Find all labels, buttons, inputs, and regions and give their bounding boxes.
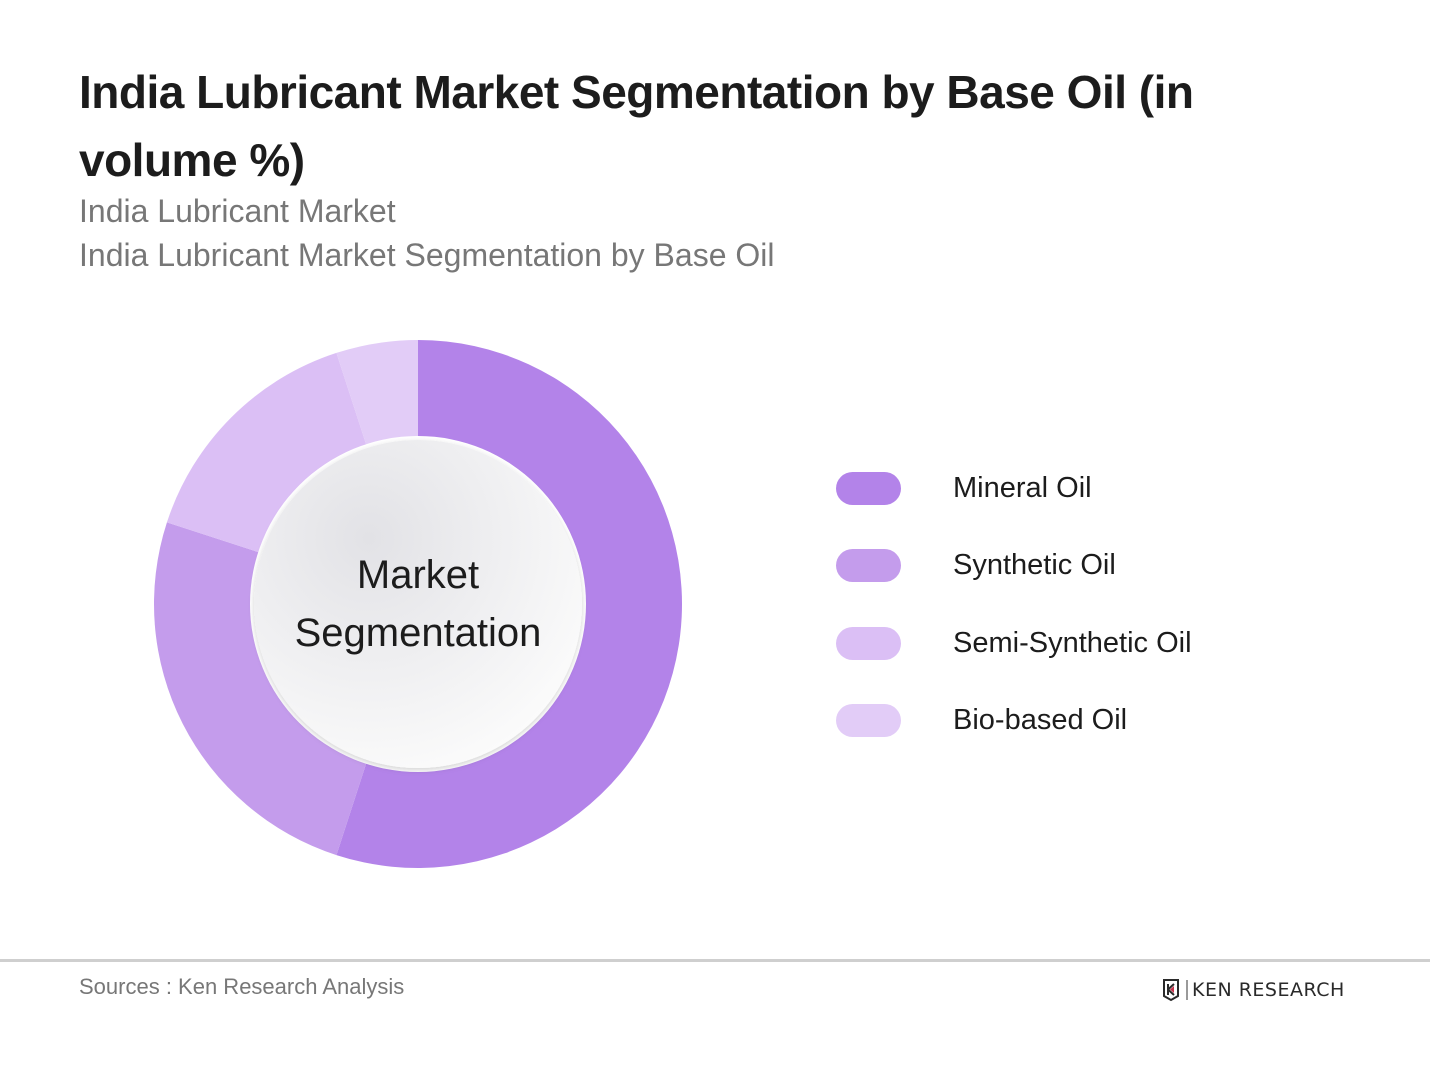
center-label-line1: Market xyxy=(356,553,480,597)
legend-label-bio-based-oil: Bio-based Oil xyxy=(953,704,1128,736)
logo-text: KEN RESEARCH xyxy=(1192,979,1345,1001)
legend-label-semi-synthetic-oil: Semi-Synthetic Oil xyxy=(953,626,1192,659)
legend-item-mineral-oil: Mineral Oil xyxy=(836,468,1192,508)
legend-swatch-synthetic-oil xyxy=(836,549,901,582)
donut-chart-svg xyxy=(153,340,682,868)
donut-chart: Market Segmentation xyxy=(150,336,686,872)
ken-research-logo-icon xyxy=(1163,979,1179,1002)
chart-title: India Lubricant Market Segmentation by B… xyxy=(79,66,1194,186)
legend-item-synthetic-oil: Synthetic Oil xyxy=(836,546,1192,586)
legend-swatch-bio-based-oil xyxy=(836,704,901,737)
center-label: Market Segmentation xyxy=(150,336,686,872)
chart-subtitle-market: India Lubricant Market xyxy=(79,193,396,229)
legend-label-mineral-oil: Mineral Oil xyxy=(953,471,1092,504)
legend-item-semi-synthetic-oil: Semi-Synthetic Oil xyxy=(836,623,1192,663)
donut-center-disc xyxy=(254,440,582,768)
ken-research-logo: KEN RESEARCH xyxy=(1162,978,1345,1002)
chart-legend: Mineral Oil Synthetic Oil Semi-Synthetic… xyxy=(836,468,1192,778)
center-label-line2: Segmentation xyxy=(294,611,542,655)
legend-swatch-semi-synthetic-oil xyxy=(836,626,901,660)
legend-swatch-mineral-oil xyxy=(836,471,901,505)
source-note: Sources : Ken Research Analysis xyxy=(79,974,405,999)
logo-separator xyxy=(1186,980,1188,1000)
legend-label-synthetic-oil: Synthetic Oil xyxy=(953,549,1116,581)
footer-divider xyxy=(0,959,1430,962)
chart-subtitle-segmentation: India Lubricant Market Segmentation by B… xyxy=(79,237,775,273)
legend-item-bio-based-oil: Bio-based Oil xyxy=(836,701,1192,741)
